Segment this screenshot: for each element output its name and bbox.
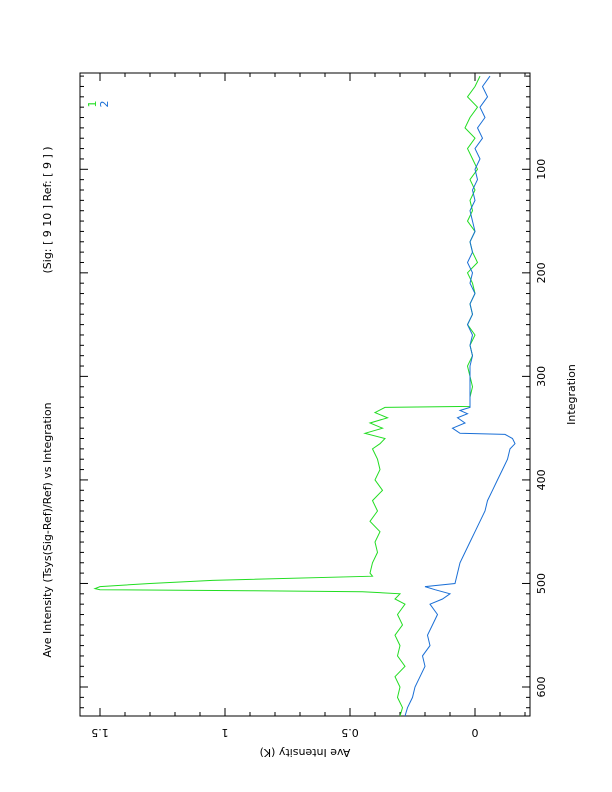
- chart-title: Ave Intensity (Tsys(Sig-Ref)/Ref) vs Int…: [41, 402, 54, 657]
- legend-entry-1: 1: [86, 101, 99, 108]
- x-tick-label: 600: [535, 677, 548, 698]
- chart-subtitle: (Sig: [ 9 10 ] Ref: [ 9 ] ): [41, 146, 54, 273]
- series-line-2: [404, 75, 516, 717]
- legend-entry-2: 2: [98, 101, 111, 108]
- y-tick-label: 1: [222, 726, 229, 739]
- x-tick-label: 200: [535, 262, 548, 283]
- x-tick-label: 400: [535, 469, 548, 490]
- x-tick-label: 300: [535, 366, 548, 387]
- y-tick-label: 0.5: [341, 726, 359, 739]
- x-tick-label: 100: [535, 159, 548, 180]
- y-tick-label: 1.5: [91, 726, 109, 739]
- x-axis-label: Integration: [565, 364, 578, 425]
- y-axis-label: Ave Intensity (K): [260, 746, 351, 759]
- series-line-1: [93, 75, 481, 717]
- x-tick-label: 500: [535, 573, 548, 594]
- plot-frame: [79, 72, 531, 717]
- y-tick-label: 0: [472, 726, 479, 739]
